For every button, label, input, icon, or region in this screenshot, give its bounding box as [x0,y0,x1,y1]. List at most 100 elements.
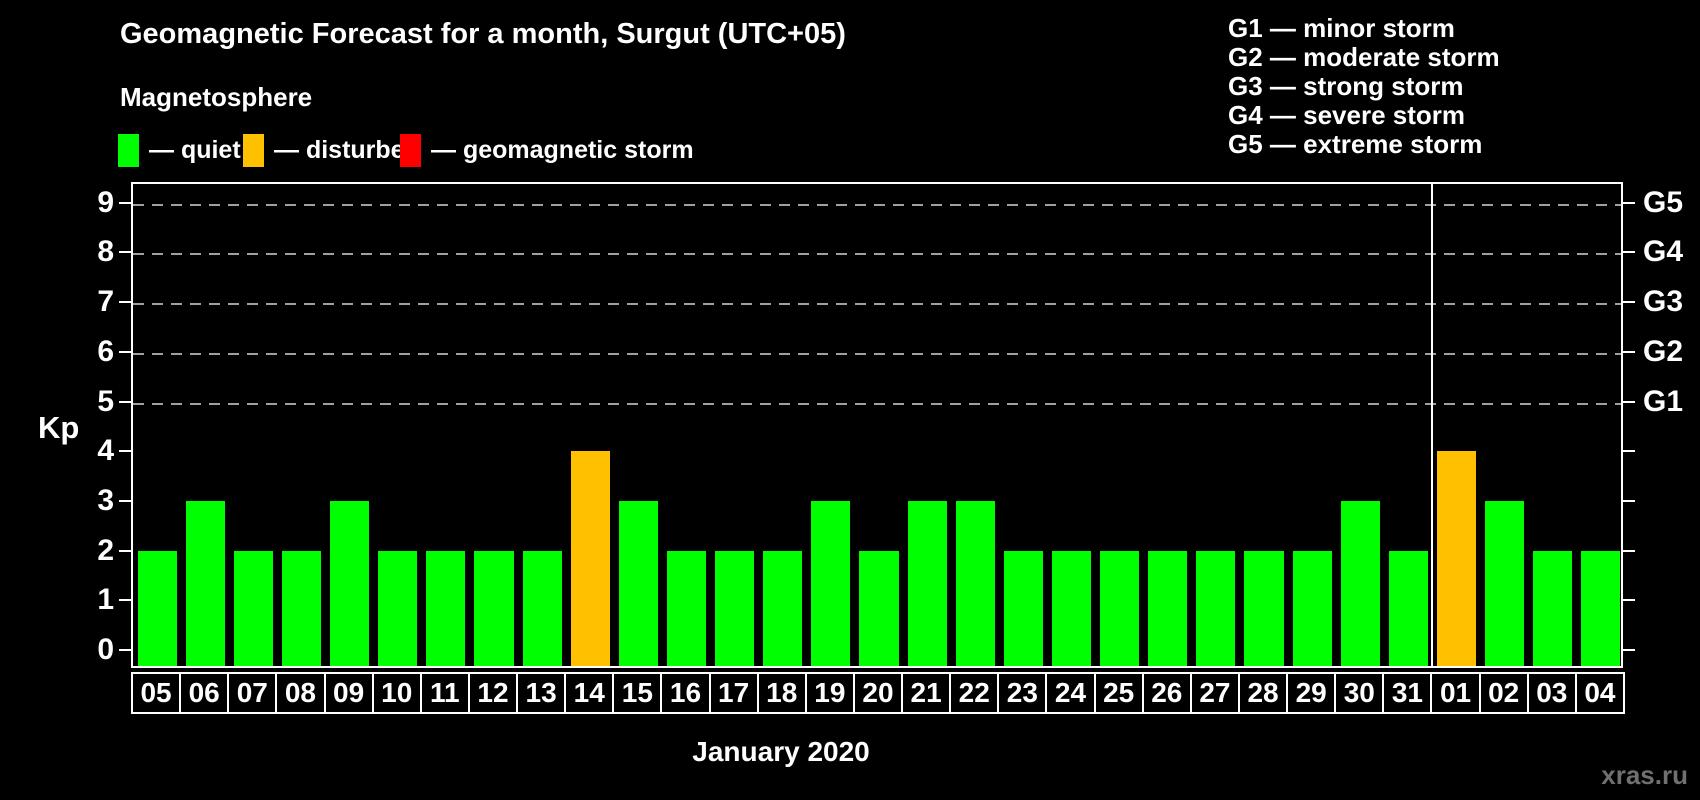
legend-item-quiet: — quiet [118,134,241,167]
day-label-14: 14 [564,672,615,714]
day-label-24: 24 [1045,672,1096,714]
day-label-01: 01 [1430,672,1481,714]
day-label-15: 15 [612,672,663,714]
day-label-20: 20 [852,672,904,714]
bar-day-16 [666,550,707,666]
right-tick-kp6 [1623,350,1635,353]
bar-day-02 [1485,500,1525,666]
x-axis-month-label: January 2020 [692,736,870,767]
g-axis-label-g5: G5 [1643,185,1684,219]
right-tick-kp9 [1623,201,1635,204]
day-label-17: 17 [708,672,759,714]
bar-day-04 [1581,550,1621,666]
right-tick-kp8 [1623,251,1635,254]
day-label-25: 25 [1093,672,1144,714]
left-tick-kp9 [119,201,131,204]
left-tick-kp5 [119,400,131,403]
bar-day-18 [763,550,803,666]
left-tick-kp3 [119,499,131,502]
magnetosphere-label: Magnetosphere [120,82,313,112]
day-label-29: 29 [1286,672,1337,714]
bar-day-30 [1340,500,1380,666]
g-legend-line-4: G4 — severe storm [1228,100,1466,130]
bar-day-11 [426,550,466,666]
left-tick-kp6 [119,350,131,353]
right-tick-kp1 [1623,599,1635,602]
kp-tick-label-2: 2 [97,533,114,567]
day-label-03: 03 [1526,672,1577,714]
kp-tick-label-6: 6 [97,334,114,368]
kp-tick-label-9: 9 [97,185,114,219]
chart-title: Geomagnetic Forecast for a month, Surgut… [120,18,846,50]
legend-label-disturbed: — disturbed [274,136,420,164]
day-label-12: 12 [467,672,519,714]
g-legend-line-1: G1 — minor storm [1228,13,1455,43]
right-tick-kp2 [1623,549,1635,552]
right-tick-kp3 [1623,499,1635,502]
g-legend-line-5: G5 — extreme storm [1228,129,1483,159]
g-legend-line-2: G2 — moderate storm [1228,42,1500,72]
bar-day-17 [715,550,755,666]
day-label-23: 23 [997,672,1048,714]
gridline-kp5 [133,402,1621,405]
bar-day-29 [1292,550,1332,666]
g-axis-label-g4: G4 [1643,235,1684,269]
bar-day-25 [1100,550,1140,666]
day-label-07: 07 [227,672,278,714]
plot-area [131,182,1623,668]
bar-day-28 [1244,550,1284,666]
legend-item-storm: — geomagnetic storm [400,134,694,167]
bar-day-26 [1148,550,1188,666]
left-tick-kp2 [119,549,131,552]
bar-day-08 [281,550,321,666]
left-tick-kp7 [119,301,131,304]
g-axis-label-g1: G1 [1643,384,1684,418]
day-label-28: 28 [1237,672,1289,714]
kp-tick-label-8: 8 [97,235,114,269]
day-label-05: 05 [131,672,182,714]
day-label-13: 13 [516,672,567,714]
legend-label-quiet: — quiet [149,136,241,164]
bar-day-12 [474,550,514,666]
legend-label-storm: — geomagnetic storm [431,136,694,164]
day-label-27: 27 [1189,672,1240,714]
day-label-18: 18 [756,672,807,714]
g-axis-label-g2: G2 [1643,334,1684,368]
day-label-06: 06 [179,672,230,714]
kp-tick-label-7: 7 [97,285,114,319]
day-label-22: 22 [949,672,1000,714]
bar-day-09 [330,500,370,666]
left-tick-kp1 [119,599,131,602]
left-tick-kp8 [119,251,131,254]
g-legend-line-3: G3 — strong storm [1228,71,1464,101]
day-label-04: 04 [1574,672,1625,714]
bar-day-13 [522,550,562,666]
bar-day-14 [570,451,610,666]
bar-day-23 [1003,550,1043,666]
legend-item-disturbed: — disturbed [243,134,420,167]
kp-tick-label-1: 1 [97,583,114,617]
bar-day-07 [233,550,273,666]
right-tick-kp5 [1623,400,1635,403]
day-label-26: 26 [1141,672,1192,714]
gridline-kp9 [133,203,1621,206]
gridline-kp6 [133,352,1621,355]
g-axis-label-g3: G3 [1643,285,1684,319]
left-tick-kp0 [119,649,131,651]
gridline-kp7 [133,303,1621,306]
month-separator-line [1431,184,1434,666]
day-label-31: 31 [1382,672,1433,714]
bar-day-20 [859,550,899,666]
day-label-30: 30 [1334,672,1385,714]
g-scale-legend: G1 — minor storm G2 — moderate storm G3 — … [1228,14,1500,159]
day-label-16: 16 [660,672,711,714]
day-label-10: 10 [371,672,422,714]
legend-swatch-disturbed [243,134,264,167]
y-axis-label: Kp [38,410,80,445]
kp-tick-label-0: 0 [97,633,114,666]
day-label-21: 21 [901,672,952,714]
bar-day-19 [811,500,851,666]
kp-tick-label-3: 3 [97,483,114,517]
day-label-09: 09 [323,672,374,714]
right-tick-kp4 [1623,450,1635,453]
